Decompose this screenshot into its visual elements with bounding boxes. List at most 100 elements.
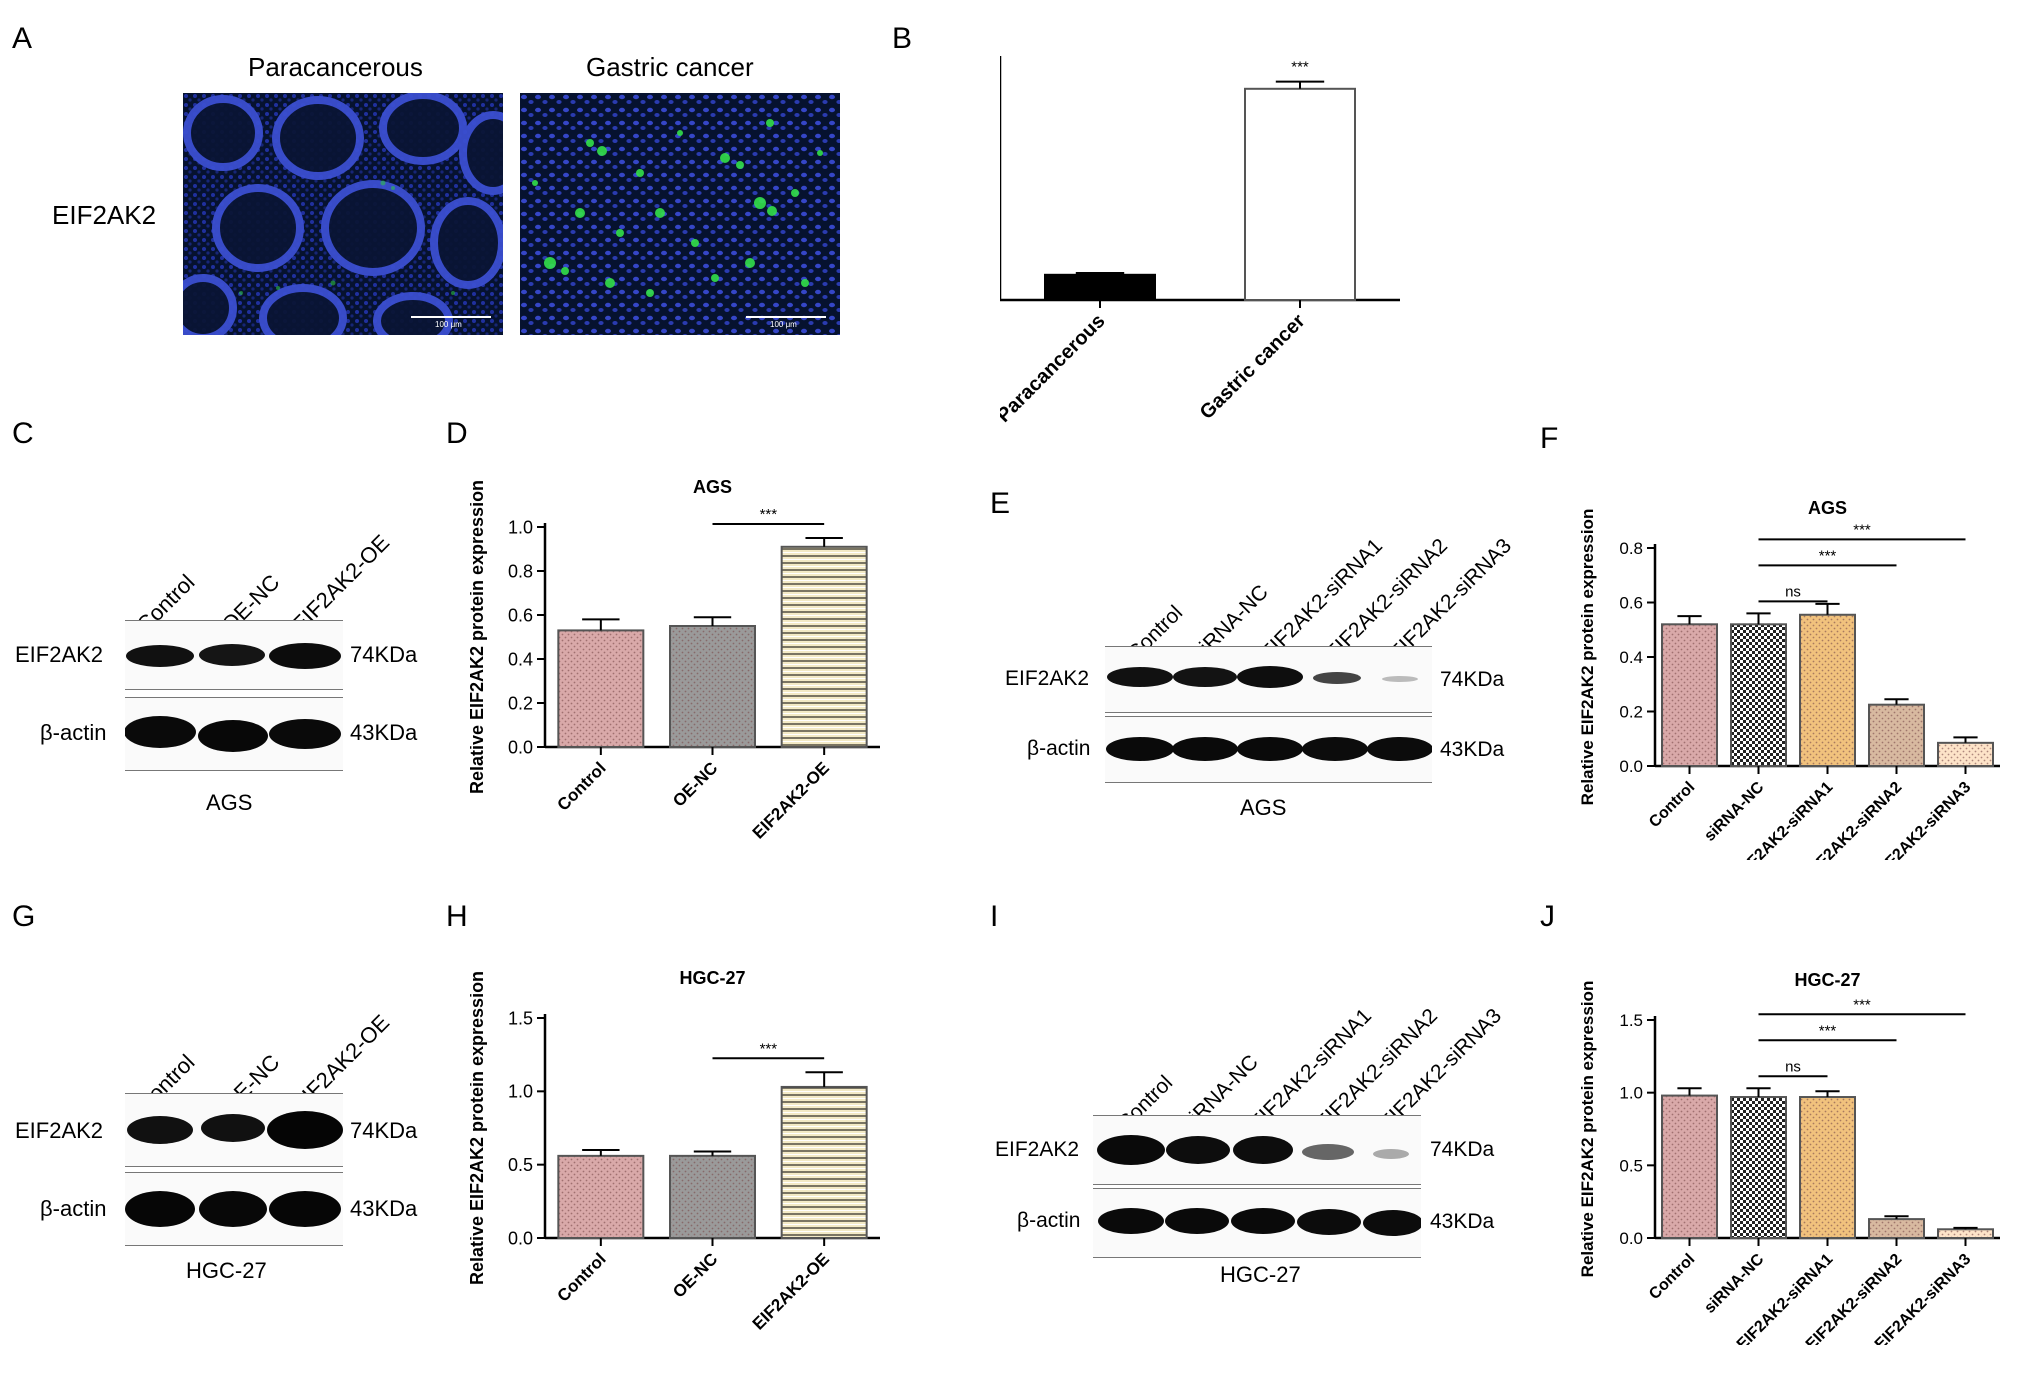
blot-c-size-43: 43KDa bbox=[350, 720, 418, 745]
panel-letter-c: C bbox=[12, 417, 34, 450]
bar-chart-h: 0.0 0.5 1.0 1.5 Relative EIF2AK2 protein exp… bbox=[470, 968, 880, 1334]
bar bbox=[780, 1085, 868, 1240]
blot-e-size-43: 43KDa bbox=[1440, 738, 1505, 761]
bar-chart-f: 0.0 0.2 0.4 0.6 0.8 Relative EIF2AK2 protein … bbox=[1578, 498, 2000, 860]
panel-letter-h: H bbox=[446, 900, 468, 933]
blot-i-eif2ak2-bands bbox=[1097, 1135, 1409, 1165]
blot-g-size-74: 74KDa bbox=[350, 1118, 418, 1143]
bar bbox=[1044, 273, 1156, 301]
x-tick-label: Paracancerous bbox=[1000, 310, 1110, 427]
x-tick-label: Control bbox=[1646, 779, 1698, 831]
y-tick-label: 0.8 bbox=[508, 561, 533, 581]
y-tick-label: 0.0 bbox=[1619, 1229, 1643, 1248]
blot-e-size-74: 74KDa bbox=[1440, 668, 1505, 691]
panel-letter-g: G bbox=[12, 900, 36, 933]
blot-g-eif2ak2-bands bbox=[127, 1111, 343, 1149]
blot-i-actin-strip bbox=[1093, 1188, 1421, 1258]
significance-label: *** bbox=[760, 1040, 778, 1057]
bar bbox=[1937, 1228, 1994, 1240]
micrograph-gastric-cancer-svg bbox=[520, 93, 840, 335]
y-tick-label: 1.0 bbox=[508, 517, 533, 537]
micrograph-paracancerous-svg bbox=[183, 93, 503, 335]
panel-letter-a: A bbox=[12, 22, 33, 55]
significance-label: *** bbox=[1291, 59, 1309, 76]
y-tick-label: 0.2 bbox=[508, 693, 533, 713]
x-tick-label: Control bbox=[1646, 1251, 1698, 1303]
blot-c-actin-bands bbox=[125, 716, 341, 752]
row-label-eif2ak2: EIF2AK2 bbox=[52, 200, 157, 230]
blot-i-row-actin: β-actin bbox=[1017, 1209, 1081, 1232]
y-tick-label: 0.2 bbox=[1619, 702, 1643, 721]
blot-i-size-43: 43KDa bbox=[1430, 1210, 1495, 1233]
significance-label: *** bbox=[1819, 1022, 1837, 1039]
blot-c-actin-strip bbox=[125, 697, 343, 771]
x-tick-label: EIF2AK2-OE bbox=[749, 1249, 833, 1333]
x-tick-label: siRNA-NC bbox=[1701, 778, 1767, 844]
blot-e-row-actin: β-actin bbox=[1027, 737, 1091, 760]
y-tick-label: 0.8 bbox=[1619, 539, 1643, 558]
x-tick-label: OE-NC bbox=[669, 1249, 721, 1301]
panel-letter-e: E bbox=[990, 487, 1011, 520]
y-tick-label: 0.5 bbox=[508, 1155, 533, 1175]
bar bbox=[1868, 1218, 1925, 1240]
x-tick-label: Control bbox=[553, 758, 609, 814]
bar bbox=[669, 1154, 756, 1240]
blot-e-row-eif2ak2: EIF2AK2 bbox=[1005, 667, 1090, 690]
bar bbox=[1799, 613, 1856, 768]
panel-letter-i: I bbox=[990, 900, 999, 933]
significance-label: *** bbox=[1853, 521, 1871, 538]
significance-label: ns bbox=[1785, 583, 1801, 600]
blot-e-actin-bands bbox=[1106, 737, 1432, 761]
y-tick-label: 0.4 bbox=[508, 649, 533, 669]
blot-g-row-actin: β-actin bbox=[40, 1196, 107, 1221]
x-tick-label: EIF2AK2-OE bbox=[749, 758, 833, 840]
blot-c-row-eif2ak2: EIF2AK2 bbox=[15, 642, 104, 667]
significance-label: ns bbox=[1785, 1058, 1801, 1075]
blot-i-actin-bands bbox=[1098, 1208, 1421, 1236]
blot-c-eif2ak2-strip bbox=[125, 620, 343, 690]
y-tick-label: 1.5 bbox=[508, 1008, 533, 1028]
bar bbox=[1868, 703, 1925, 767]
significance-label: *** bbox=[760, 506, 778, 523]
bar bbox=[1244, 87, 1356, 301]
scale-bar-label-right: 100 μm bbox=[770, 320, 797, 329]
blot-e-eif2ak2-strip bbox=[1105, 646, 1432, 713]
blot-c-cell-line: AGS bbox=[206, 790, 253, 815]
blot-e-eif2ak2-bands bbox=[1107, 666, 1418, 688]
blot-g-actin-bands bbox=[125, 1191, 341, 1227]
panel-letter-b: B bbox=[892, 22, 913, 55]
y-tick-label: 0.0 bbox=[508, 737, 533, 757]
bar bbox=[669, 625, 756, 748]
y-tick-label: 0.4 bbox=[1619, 648, 1643, 667]
significance-label: *** bbox=[1819, 547, 1837, 564]
blot-i-size-74: 74KDa bbox=[1430, 1138, 1495, 1161]
blot-c-eif2ak2-bands bbox=[126, 643, 341, 669]
bar bbox=[557, 1154, 645, 1240]
y-tick-label: 0.5 bbox=[1619, 1156, 1643, 1175]
y-tick-label: 0.0 bbox=[508, 1228, 533, 1248]
micrograph-gastric-cancer: 100 μm bbox=[520, 93, 840, 335]
y-tick-label: 1.0 bbox=[1619, 1084, 1643, 1103]
x-tick-label: OE-NC bbox=[669, 758, 721, 810]
blot-e-cell-line: AGS bbox=[1240, 795, 1287, 820]
blot-i-cell-line: HGC-27 bbox=[1220, 1262, 1301, 1287]
bar bbox=[1661, 1094, 1718, 1240]
y-axis-label: Relative EIF2AK2 protein expression bbox=[470, 480, 487, 794]
x-tick-label: Gastric cancer bbox=[1196, 310, 1310, 424]
blot-c-row-actin: β-actin bbox=[40, 720, 107, 745]
blot-c-size-74: 74KDa bbox=[350, 642, 418, 667]
blot-e-actin-strip bbox=[1105, 716, 1432, 783]
x-tick-label: Control bbox=[553, 1249, 609, 1305]
blot-g-size-43: 43KDa bbox=[350, 1196, 418, 1221]
blot-g-eif2ak2-strip bbox=[125, 1093, 343, 1167]
y-axis-label: Relative EIF2AK2 protein expression bbox=[1578, 509, 1597, 806]
y-tick-label: 1.0 bbox=[508, 1082, 533, 1102]
bar-chart-d: 0.0 0.2 0.4 0.6 0.8 1.0 Relative EIF2AK2 prote… bbox=[470, 477, 880, 840]
bar bbox=[780, 545, 868, 748]
panel-letter-f: F bbox=[1540, 422, 1559, 455]
x-tick-label: siRNA-NC bbox=[1701, 1250, 1767, 1316]
scale-bar-label-left: 100 μm bbox=[435, 320, 462, 329]
panel-letter-j: J bbox=[1540, 900, 1555, 933]
blot-g-cell-line: HGC-27 bbox=[186, 1258, 267, 1283]
chart-title: AGS bbox=[693, 477, 732, 497]
